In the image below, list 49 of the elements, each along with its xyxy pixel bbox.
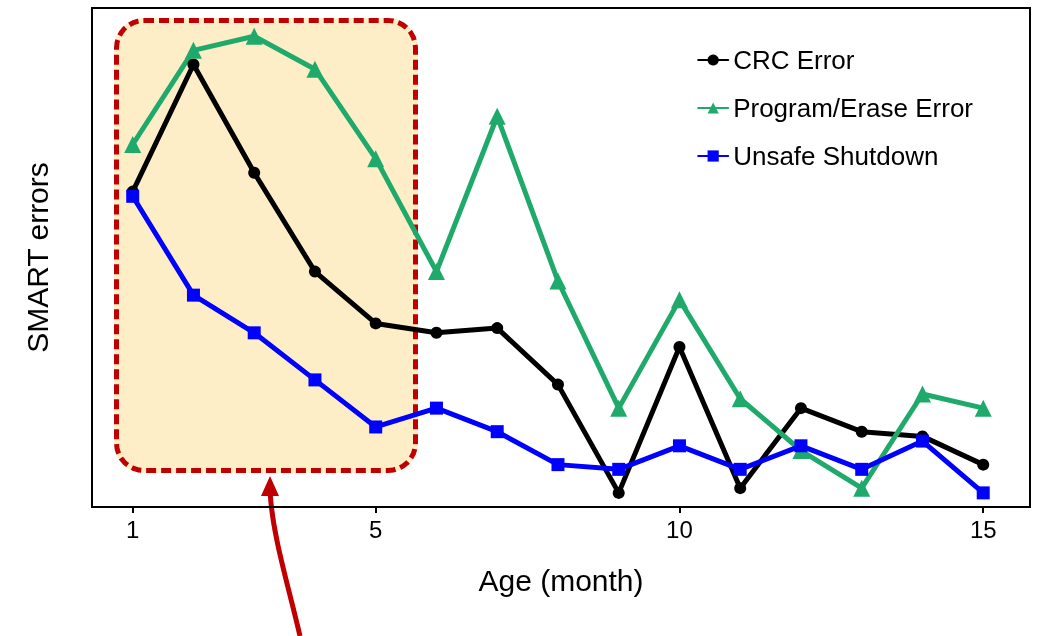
point [672, 439, 686, 453]
legend-label: Unsafe Shutdown [733, 141, 939, 171]
point [427, 263, 445, 281]
point [491, 322, 504, 335]
point [186, 288, 200, 302]
point [369, 420, 383, 434]
point [853, 479, 871, 497]
point [731, 390, 749, 408]
point [430, 326, 443, 339]
x-tick-label: 15 [969, 515, 997, 543]
point [184, 41, 202, 59]
point [124, 136, 142, 154]
point [367, 150, 385, 168]
legend-label: Program/Erase Error [733, 93, 974, 123]
x-tick-label: 10 [666, 515, 693, 543]
x-tick-label: 1 [126, 515, 140, 543]
x-tick-label: 5 [369, 515, 383, 543]
point [976, 486, 990, 500]
point [733, 462, 747, 476]
point [551, 458, 565, 472]
point [308, 265, 321, 278]
point [974, 399, 992, 417]
point [915, 434, 929, 448]
legend-label: CRC Error [733, 45, 855, 75]
point [247, 326, 261, 340]
point [551, 378, 564, 391]
point [794, 439, 808, 453]
point [734, 482, 747, 495]
point [549, 272, 567, 290]
x-axis-title: Age (month) [478, 563, 644, 597]
point [369, 317, 382, 330]
point [670, 291, 688, 309]
point [612, 462, 626, 476]
point [855, 462, 869, 476]
y-axis-title: SMART errors [20, 162, 54, 353]
point [490, 425, 504, 439]
point [126, 189, 140, 203]
point [308, 373, 322, 387]
point [248, 166, 261, 179]
point [488, 107, 506, 125]
point [610, 399, 628, 417]
point [913, 385, 931, 403]
point [245, 27, 263, 45]
point [855, 425, 868, 438]
point [187, 58, 200, 71]
point [429, 401, 443, 415]
point [977, 458, 990, 471]
point [794, 402, 807, 415]
point [306, 60, 324, 78]
